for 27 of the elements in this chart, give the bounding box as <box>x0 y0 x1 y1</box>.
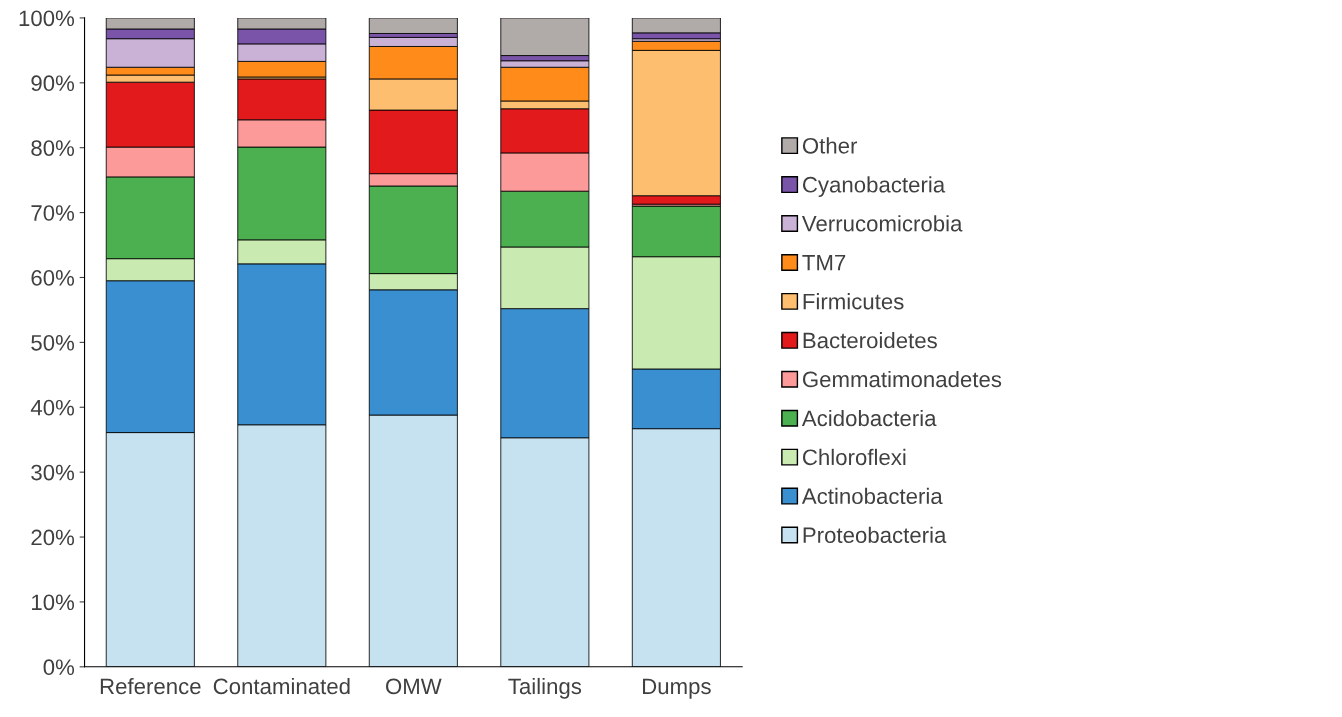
y-tick-label: 10% <box>32 594 75 611</box>
legend-label: TM7 <box>802 254 846 271</box>
x-tick-label: Contaminated <box>213 677 350 695</box>
legend-label: Cyanobacteria <box>802 176 946 197</box>
y-tick-label: 50% <box>31 334 75 351</box>
y-tick-label: 40% <box>30 399 75 416</box>
legend-label: Gemmatimonadetes <box>802 370 1002 388</box>
legend-label: Actinobacteria <box>801 487 943 505</box>
legend-label: Proteobacteria <box>803 526 947 544</box>
x-tick-label: OMW <box>386 678 442 695</box>
legend-label: Verrucomicrobia <box>801 215 963 232</box>
x-tick-label: Tailings <box>508 677 582 699</box>
y-tick-label: 80% <box>31 140 75 156</box>
y-tick-label: 70% <box>31 205 75 221</box>
y-tick-label: 20% <box>31 529 75 546</box>
x-tick-label: Reference <box>100 677 201 695</box>
y-tick-label: 90% <box>31 75 75 92</box>
y-tick-label: 60% <box>31 270 75 286</box>
legend-label: Firmicutes <box>803 293 904 310</box>
x-tick-label: Dumps <box>643 678 711 699</box>
y-tick-label: 0% <box>43 659 75 676</box>
legend-label: Chloroflexi <box>802 448 906 466</box>
legend-label: Acidobacteria <box>801 409 937 427</box>
y-tick-label: 30% <box>31 464 75 481</box>
legend-label: Bacteroidetes <box>803 332 937 349</box>
legend-label: Other <box>802 137 858 154</box>
y-tick-label: 100% <box>19 10 75 27</box>
